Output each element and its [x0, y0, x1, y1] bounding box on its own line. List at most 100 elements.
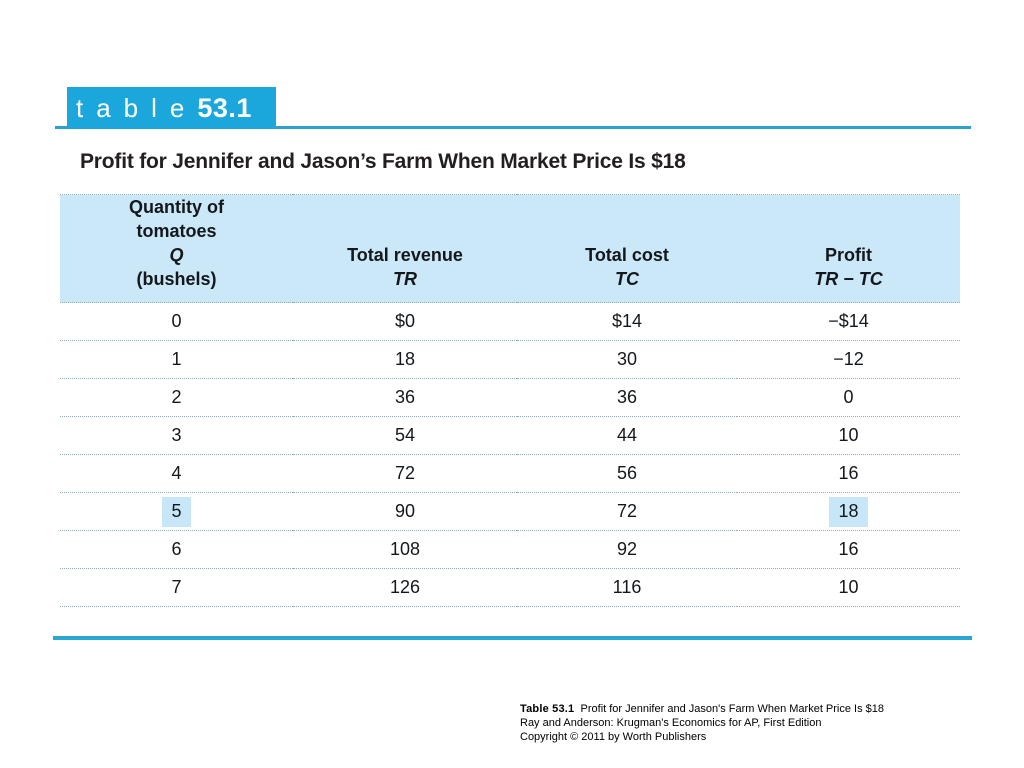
table-row: 3 54 44 10	[60, 416, 960, 455]
profit-cell: −12	[737, 340, 960, 379]
table-tab-word: table	[76, 93, 198, 123]
header-symbol-q: Q	[169, 245, 184, 265]
table-row: 6 108 92 16	[60, 530, 960, 569]
col-header-profit: Profit TR − TC	[737, 194, 960, 303]
caption-line-copyright: Copyright © 2011 by Worth Publishers	[520, 731, 707, 743]
cell-value: 0	[171, 311, 182, 331]
cell-value: 90	[394, 501, 416, 521]
highlighted-quantity-value: 5	[162, 496, 191, 527]
quantity-cell: 4	[60, 454, 293, 493]
total-revenue-cell: 108	[293, 530, 517, 569]
cell-value: 2	[171, 387, 182, 407]
cell-value: 4	[171, 463, 182, 483]
cell-value: 10	[838, 425, 859, 445]
cell-value: 126	[389, 577, 421, 597]
total-cost-cell: $14	[517, 302, 737, 341]
profit-cell: −$14	[737, 302, 960, 341]
quantity-cell: 7	[60, 568, 293, 607]
cell-value: 7	[171, 577, 182, 597]
profit-cell: 16	[737, 530, 960, 569]
cell-value: $14	[611, 311, 643, 331]
total-revenue-cell: 36	[293, 378, 517, 417]
profit-cell: 10	[737, 416, 960, 455]
cell-value: 92	[616, 539, 638, 559]
profit-cell: 10	[737, 568, 960, 607]
header-line: tomatoes	[136, 221, 217, 241]
total-cost-cell: 92	[517, 530, 737, 569]
cell-value: 16	[838, 463, 859, 483]
table-row: 1 18 30 −12	[60, 340, 960, 379]
cell-value: 18	[394, 349, 416, 369]
header-symbol-tr-tc: TR − TC	[814, 269, 883, 289]
table-row-highlighted: 5 90 72 18	[60, 492, 960, 531]
quantity-cell: 2	[60, 378, 293, 417]
cell-value: 0	[843, 387, 854, 407]
header-line: Total cost	[585, 245, 669, 265]
total-cost-cell: 72	[517, 492, 737, 531]
source-caption: Table 53.1 Profit for Jennifer and Jason…	[520, 702, 884, 744]
cell-value: 36	[394, 387, 416, 407]
quantity-cell: 3	[60, 416, 293, 455]
col-header-quantity: Quantity of tomatoes Q (bushels)	[60, 194, 293, 303]
cell-value: 44	[616, 425, 638, 445]
quantity-cell: 0	[60, 302, 293, 341]
total-cost-cell: 56	[517, 454, 737, 493]
highlighted-profit-value: 18	[829, 496, 868, 527]
header-line: Total revenue	[347, 245, 463, 265]
total-revenue-cell: 90	[293, 492, 517, 531]
profit-cell: 16	[737, 454, 960, 493]
cell-value: 6	[171, 539, 182, 559]
top-rule-divider	[55, 126, 971, 129]
table-tab-number: 53.1	[197, 92, 252, 123]
cell-value: 3	[171, 425, 182, 445]
table-row: 4 72 56 16	[60, 454, 960, 493]
total-cost-cell: 30	[517, 340, 737, 379]
total-revenue-cell: 126	[293, 568, 517, 607]
total-revenue-cell: 54	[293, 416, 517, 455]
quantity-cell: 6	[60, 530, 293, 569]
total-cost-cell: 36	[517, 378, 737, 417]
cell-value: −12	[833, 349, 864, 369]
table-number-tab: table 53.1	[67, 87, 276, 129]
total-cost-cell: 116	[517, 568, 737, 607]
cell-value: $0	[394, 311, 416, 331]
cell-value: 36	[616, 387, 638, 407]
total-cost-cell: 44	[517, 416, 737, 455]
header-line: Quantity of	[129, 197, 224, 217]
quantity-cell: 5	[60, 492, 293, 531]
profit-data-table: Quantity of tomatoes Q (bushels) Total r…	[60, 194, 960, 607]
caption-line-source: Ray and Anderson: Krugman's Economics fo…	[520, 717, 822, 729]
cell-value: 1	[171, 349, 182, 369]
caption-table-title: Profit for Jennifer and Jason's Farm Whe…	[580, 703, 885, 715]
profit-cell: 0	[737, 378, 960, 417]
table-row: 2 36 36 0	[60, 378, 960, 417]
cell-value: −$14	[828, 311, 869, 331]
header-row: Quantity of tomatoes Q (bushels) Total r…	[60, 194, 960, 303]
quantity-cell: 1	[60, 340, 293, 379]
page-title: Profit for Jennifer and Jason’s Farm Whe…	[80, 150, 686, 173]
bottom-rule-divider	[53, 636, 972, 640]
cell-value: 54	[394, 425, 416, 445]
header-symbol-tc: TC	[615, 269, 639, 289]
col-header-total-cost: Total cost TC	[517, 194, 737, 303]
cell-value: 116	[612, 577, 642, 597]
header-line: (bushels)	[136, 269, 217, 289]
caption-line-title: Table 53.1 Profit for Jennifer and Jason…	[520, 702, 884, 716]
cell-value: 16	[838, 539, 859, 559]
cell-value: 10	[838, 577, 859, 597]
cell-value: 72	[394, 463, 416, 483]
header-symbol-tr: TR	[393, 269, 417, 289]
table-row: 0 $0 $14 −$14	[60, 302, 960, 341]
profit-cell: 18	[737, 492, 960, 531]
cell-value: 108	[389, 539, 421, 559]
total-revenue-cell: $0	[293, 302, 517, 341]
caption-table-number: Table 53.1	[520, 703, 575, 715]
cell-value: 56	[616, 463, 638, 483]
cell-value: 30	[616, 349, 638, 369]
col-header-total-revenue: Total revenue TR	[293, 194, 517, 303]
table-row: 7 126 116 10	[60, 568, 960, 607]
header-line: Profit	[825, 245, 872, 265]
total-revenue-cell: 72	[293, 454, 517, 493]
cell-value: 72	[616, 501, 638, 521]
